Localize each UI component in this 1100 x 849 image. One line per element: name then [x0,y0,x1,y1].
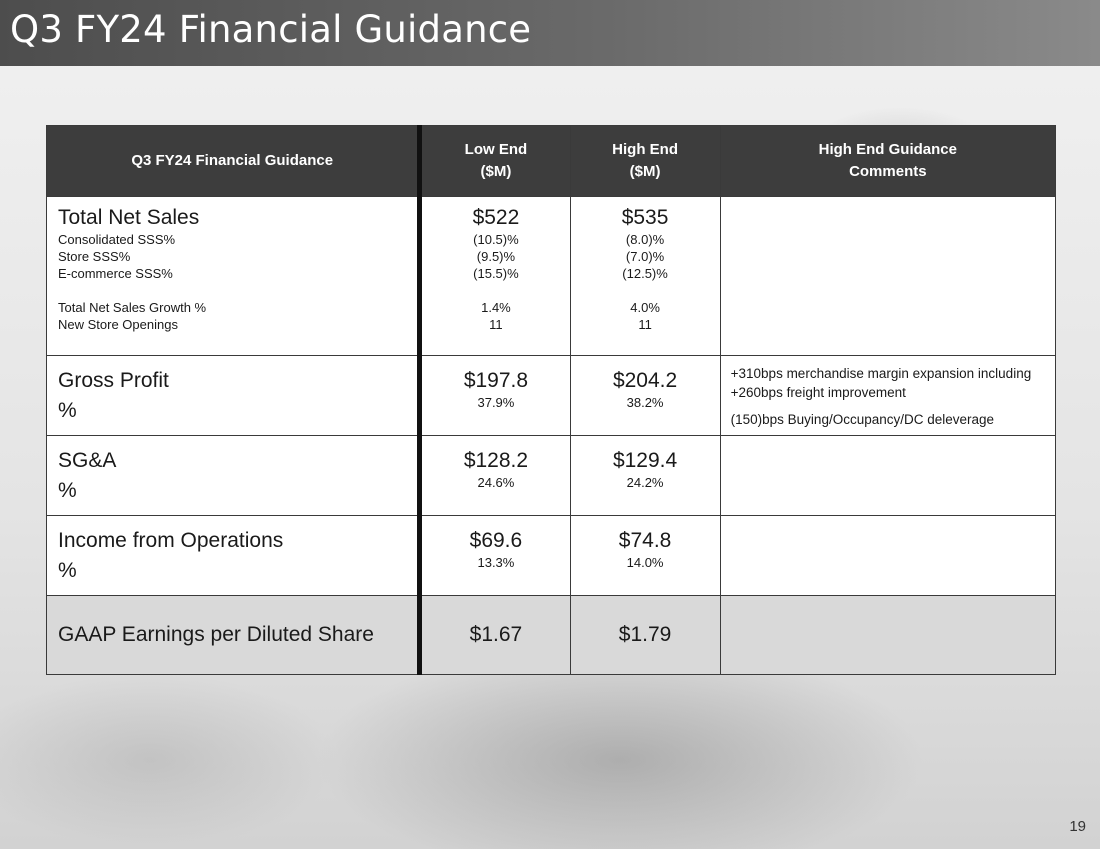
consolidated-sss-high: (8.0)% [625,232,665,247]
gross-profit-low-pct: 37.9% [477,395,515,410]
income-high-pct: 14.0% [626,555,664,570]
gross-profit-high-cell: $204.2 38.2% [569,355,721,436]
eps-title: GAAP Earnings per Diluted Share [58,623,374,646]
income-title: Income from Operations [58,529,284,552]
header-high-line2: ($M) [629,163,661,180]
gross-profit-comment-deleverage: (150)bps Buying/Occupancy/DC deleverage [730,412,995,427]
header-low-cell: Low End ($M) [419,125,571,197]
gross-profit-high: $204.2 [612,369,678,392]
sga-high-cell: $129.4 24.2% [569,435,721,516]
income-low-cell: $69.6 13.3% [419,515,571,596]
gross-profit-comment-margin: +310bps merchandise margin expansion inc… [730,366,1032,400]
table-row-sga: SG&A % $128.2 24.6% $129.4 24.2% [45,435,1057,516]
gross-profit-comment-cell: +310bps merchandise margin expansion inc… [719,355,1057,436]
sga-low-cell: $128.2 24.6% [419,435,571,516]
header-label: Q3 FY24 Financial Guidance [131,152,334,169]
sga-label-cell: SG&A % [45,435,423,516]
eps-label-cell: GAAP Earnings per Diluted Share [45,595,423,675]
gross-profit-pct-label: % [58,399,77,422]
sga-high-pct: 24.2% [626,475,664,490]
sga-comment-cell [719,435,1057,516]
net-sales-growth-low: 1.4% [481,300,511,315]
net-sales-comment-cell [719,196,1057,356]
sga-low: $128.2 [463,449,529,472]
consolidated-sss-label: Consolidated SSS% [58,232,176,247]
table-row-net-sales: Total Net Sales Consolidated SSS% Store … [45,196,1057,356]
store-sss-high: (7.0)% [625,249,665,264]
title-bar: Q3 FY24 Financial Guidance [0,0,1100,66]
ecommerce-sss-label: E-commerce SSS% [58,266,173,281]
gross-profit-low: $197.8 [463,369,529,392]
eps-high-cell: $1.79 [569,595,721,675]
header-high-cell: High End ($M) [569,125,721,197]
new-store-openings-label: New Store Openings [58,317,178,332]
income-high: $74.8 [618,529,672,552]
eps-low: $1.67 [469,623,523,646]
ecommerce-sss-low: (15.5)% [473,266,519,281]
slide-title: Q3 FY24 Financial Guidance [10,8,532,51]
gross-profit-label-cell: Gross Profit % [45,355,423,436]
net-sales-growth-high: 4.0% [630,300,660,315]
income-label-cell: Income from Operations % [45,515,423,596]
header-comment-line2: Comments [849,163,927,180]
sga-pct-label: % [58,479,77,502]
header-label-cell: Q3 FY24 Financial Guidance [45,125,423,197]
net-sales-growth-label: Total Net Sales Growth % [58,300,207,315]
gross-profit-title: Gross Profit [58,369,169,392]
new-store-openings-low: 11 [489,317,503,332]
eps-high: $1.79 [618,623,672,646]
income-low-pct: 13.3% [477,555,515,570]
sga-high: $129.4 [612,449,678,472]
sga-title: SG&A [58,449,117,472]
header-low-line1: Low End [464,141,528,158]
store-sss-label: Store SSS% [58,249,131,264]
net-sales-label-cell: Total Net Sales Consolidated SSS% Store … [45,196,423,356]
eps-low-cell: $1.67 [419,595,571,675]
net-sales-title: Total Net Sales [58,206,200,229]
sga-low-pct: 24.6% [477,475,515,490]
ecommerce-sss-high: (12.5)% [622,266,668,281]
gross-profit-high-pct: 38.2% [626,395,664,410]
new-store-openings-high: 11 [638,317,652,332]
slide-page-number: 19 [1069,818,1086,835]
income-high-cell: $74.8 14.0% [569,515,721,596]
table-header-row: Q3 FY24 Financial Guidance Low End ($M) … [45,125,1057,197]
header-low-line2: ($M) [480,163,512,180]
header-comment-line1: High End Guidance [818,141,957,158]
header-high-line1: High End [612,141,678,158]
eps-comment-cell [719,595,1057,675]
store-sss-low: (9.5)% [476,249,516,264]
gross-profit-low-cell: $197.8 37.9% [419,355,571,436]
header-comment-cell: High End Guidance Comments [719,125,1057,197]
table-row-gaap-eps: GAAP Earnings per Diluted Share $1.67 $1… [45,595,1057,675]
guidance-table: Q3 FY24 Financial Guidance Low End ($M) … [45,125,1057,675]
net-sales-high: $535 [621,206,669,229]
net-sales-low: $522 [472,206,520,229]
income-low: $69.6 [469,529,523,552]
consolidated-sss-low: (10.5)% [473,232,519,247]
income-comment-cell [719,515,1057,596]
table-row-gross-profit: Gross Profit % $197.8 37.9% $204.2 38.2%… [45,355,1057,436]
net-sales-low-cell: $522 (10.5)% (9.5)% (15.5)% 1.4% 11 [419,196,571,356]
income-pct-label: % [58,559,77,582]
table-row-income-from-operations: Income from Operations % $69.6 13.3% $74… [45,515,1057,596]
net-sales-high-cell: $535 (8.0)% (7.0)% (12.5)% 4.0% 11 [569,196,721,356]
